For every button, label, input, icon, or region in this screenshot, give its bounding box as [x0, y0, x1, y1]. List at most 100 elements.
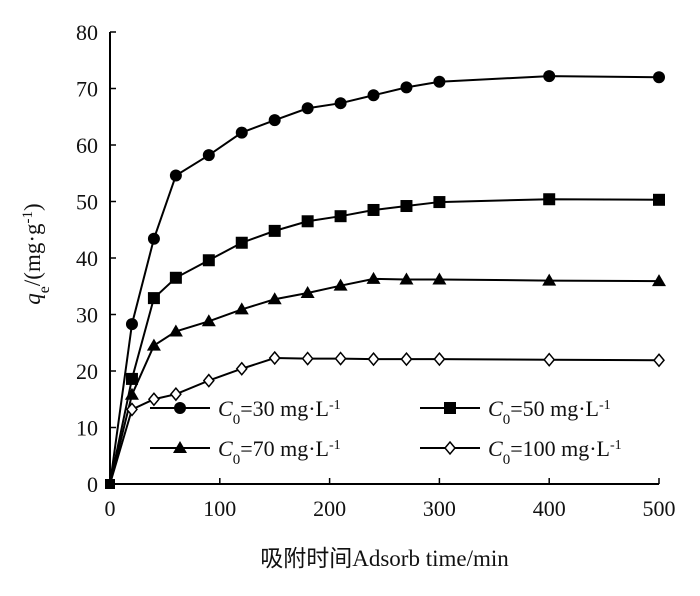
data-point	[268, 114, 281, 127]
data-point	[125, 318, 138, 331]
y-tick-label: 60	[76, 133, 98, 158]
data-point	[400, 351, 413, 367]
data-point	[125, 372, 138, 385]
data-point	[653, 193, 665, 206]
legend-label: C0=50 mg·L-1	[488, 396, 611, 428]
data-point	[202, 149, 215, 162]
data-point	[124, 387, 139, 400]
x-tick-label: 100	[203, 496, 236, 521]
data-point	[400, 81, 413, 94]
legend-marker	[444, 440, 456, 456]
data-point	[400, 200, 413, 213]
series-triangle	[109, 271, 666, 485]
data-point	[432, 272, 447, 285]
series-layer	[105, 70, 666, 489]
data-point	[653, 353, 665, 368]
data-point	[234, 302, 249, 315]
legend-item: C0=50 mg·L-1	[420, 396, 611, 428]
legend-sub: 0	[233, 452, 241, 468]
y-title-close: )	[20, 203, 45, 211]
y-tick-label: 20	[76, 359, 98, 384]
y-tick-label: 10	[76, 416, 98, 441]
x-tick-label: 0	[105, 496, 116, 521]
data-point	[542, 273, 557, 286]
axes: 0 10 20 30 40 50 60 70 80 0 100 200 300 400 500	[76, 20, 676, 521]
y-title-unit: /(mg·g	[20, 223, 45, 286]
data-point	[235, 126, 248, 139]
legend-label: C0=70 mg·L-1	[218, 436, 341, 468]
series-line	[109, 357, 660, 485]
y-axis-title: qe/(mg·g-1)	[20, 203, 53, 304]
y-tick-label: 0	[87, 472, 98, 497]
legend-sub: 0	[503, 412, 511, 428]
series-line	[109, 277, 660, 485]
legend-text: =70 mg·L	[240, 436, 329, 461]
data-point	[334, 97, 347, 110]
legend-text: =50 mg·L	[510, 396, 599, 421]
legend-item: C0=70 mg·L-1	[150, 436, 341, 468]
legend-sup: -1	[610, 438, 622, 453]
data-point	[169, 386, 182, 402]
data-point	[543, 193, 556, 206]
data-point	[301, 215, 314, 228]
y-axis-title-text: qe/(mg·g-1)	[20, 203, 53, 304]
data-point	[202, 373, 215, 388]
legend-text: =30 mg·L	[240, 396, 329, 421]
data-point	[433, 351, 446, 367]
data-point	[543, 352, 556, 367]
y-tick-label: 50	[76, 190, 98, 215]
data-point	[267, 292, 282, 305]
data-point	[301, 351, 314, 366]
data-point	[652, 274, 666, 287]
legend-marker	[173, 441, 187, 453]
data-point	[147, 232, 160, 245]
legend: C0=30 mg·L-1 C0=50 mg·L-1C0=70 mg·L-1 C0=1…	[150, 396, 622, 468]
data-point	[146, 338, 161, 351]
data-point	[433, 75, 446, 88]
legend-c: C	[488, 436, 503, 461]
data-point	[366, 271, 381, 284]
legend-sup: -1	[599, 398, 611, 413]
y-title-sup: -1	[20, 211, 36, 224]
data-point	[300, 286, 315, 299]
data-point	[235, 236, 248, 249]
data-point	[202, 254, 215, 267]
data-point	[301, 102, 314, 115]
data-point	[268, 224, 281, 237]
data-point	[169, 169, 182, 182]
data-point	[653, 71, 665, 84]
legend-c: C	[218, 396, 233, 421]
legend-item: C0=30 mg·L-1	[150, 396, 341, 428]
data-point	[367, 203, 380, 216]
y-title-q: q	[20, 293, 45, 305]
legend-c: C	[488, 396, 503, 421]
data-point	[169, 271, 182, 284]
data-point	[433, 196, 446, 209]
legend-marker	[444, 402, 456, 414]
x-tick-label: 200	[313, 496, 346, 521]
data-point	[334, 351, 347, 366]
data-point	[367, 351, 380, 367]
x-tick-label: 500	[643, 496, 676, 521]
legend-marker	[174, 402, 186, 414]
legend-c: C	[218, 436, 233, 461]
data-point	[268, 350, 281, 366]
y-tick-label: 80	[76, 20, 98, 45]
legend-item: C0=100 mg·L-1	[420, 436, 622, 468]
legend-label: C0=30 mg·L-1	[218, 396, 341, 428]
y-tick-label: 30	[76, 303, 98, 328]
legend-label: C0=100 mg·L-1	[488, 436, 622, 468]
data-point	[201, 314, 216, 327]
series-square	[109, 193, 665, 485]
legend-text: =100 mg·L	[510, 436, 610, 461]
data-point	[168, 324, 183, 337]
data-point	[147, 392, 160, 407]
x-axis-title: 吸附时间Adsorb time/min	[260, 546, 509, 571]
legend-sup: -1	[329, 398, 341, 413]
data-point	[333, 278, 348, 291]
y-tick-label: 70	[76, 77, 98, 102]
data-point	[543, 70, 556, 83]
series-diamond	[109, 350, 665, 485]
data-point	[367, 89, 380, 102]
